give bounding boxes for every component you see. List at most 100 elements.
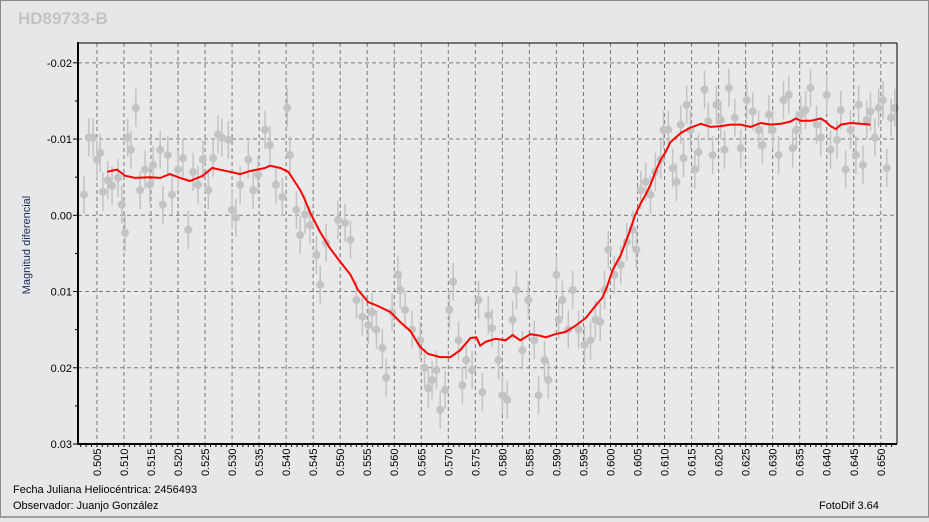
data-point	[854, 100, 863, 109]
x-tick-label: 0.565	[416, 448, 428, 476]
y-tick-label: 0.02	[51, 363, 72, 375]
data-point	[98, 187, 107, 196]
data-point	[862, 115, 871, 124]
data-point	[712, 100, 721, 109]
data-point	[530, 336, 539, 345]
data-point	[478, 388, 487, 397]
data-point	[822, 90, 831, 99]
data-point	[194, 180, 203, 189]
data-point	[574, 325, 583, 334]
data-point	[92, 155, 101, 164]
plot-area	[78, 43, 897, 444]
data-point	[396, 286, 405, 295]
data-point	[292, 205, 301, 214]
data-point	[832, 135, 841, 144]
data-point	[236, 180, 245, 189]
data-point	[103, 176, 112, 185]
data-point	[420, 363, 429, 372]
observer-label: Observador: Juanjo González	[13, 500, 159, 512]
data-point	[468, 366, 477, 375]
data-point	[217, 133, 226, 142]
x-tick-label: 0.650	[876, 448, 888, 476]
x-tick-label: 0.580	[497, 448, 509, 476]
data-point	[341, 218, 350, 227]
data-point	[632, 245, 641, 254]
data-point	[283, 103, 292, 112]
data-point	[596, 318, 605, 327]
data-point	[149, 160, 158, 169]
data-point	[334, 215, 343, 224]
data-point	[874, 103, 883, 112]
data-point	[265, 141, 274, 150]
x-tick-label: 0.520	[173, 448, 185, 476]
x-tick-label: 0.630	[768, 448, 780, 476]
data-point	[79, 190, 88, 199]
data-point	[708, 151, 717, 160]
x-tick-label: 0.635	[795, 448, 807, 476]
data-point	[558, 295, 567, 304]
data-point	[784, 90, 793, 99]
data-point	[748, 107, 757, 116]
data-point	[184, 225, 193, 234]
data-point	[278, 192, 287, 201]
data-point	[198, 155, 207, 164]
x-tick-label: 0.550	[335, 448, 347, 476]
data-point	[189, 167, 198, 176]
data-point	[136, 186, 145, 195]
data-point	[870, 133, 879, 142]
x-tick-label: 0.545	[308, 448, 320, 476]
data-point	[690, 165, 699, 174]
data-point	[441, 385, 450, 394]
data-point	[244, 155, 253, 164]
data-point	[851, 151, 860, 160]
x-tick-label: 0.615	[687, 448, 699, 476]
y-tick-label: 0.00	[51, 210, 72, 222]
chart-title: HD89733-B	[18, 9, 108, 28]
data-point	[174, 165, 183, 174]
data-point	[484, 311, 493, 320]
data-point	[552, 270, 561, 279]
data-point	[664, 125, 673, 134]
data-point	[704, 117, 713, 126]
data-point	[141, 165, 150, 174]
data-point	[508, 315, 517, 324]
x-tick-label: 0.600	[605, 448, 617, 476]
data-point	[779, 96, 788, 105]
data-point	[316, 280, 325, 289]
data-point	[296, 231, 305, 240]
data-point	[228, 205, 237, 214]
data-point	[764, 110, 773, 119]
data-point	[432, 366, 441, 375]
data-point	[694, 148, 703, 157]
data-point	[882, 164, 891, 173]
x-tick-label: 0.505	[92, 448, 104, 476]
data-point	[554, 315, 563, 324]
x-tick-label: 0.525	[200, 448, 212, 476]
moving-average-line	[106, 117, 871, 359]
data-point	[488, 324, 497, 333]
x-tick-label: 0.590	[551, 448, 563, 476]
data-point	[346, 235, 355, 244]
y-tick-label: -0.01	[47, 134, 72, 146]
data-point	[224, 135, 233, 144]
data-point	[700, 85, 709, 94]
data-point	[89, 133, 98, 142]
data-point	[388, 308, 397, 317]
data-point	[474, 295, 483, 304]
data-point	[503, 395, 512, 404]
data-point	[145, 180, 154, 189]
x-tick-label: 0.645	[849, 448, 861, 476]
data-point	[209, 154, 218, 163]
data-point	[846, 125, 855, 134]
data-point	[672, 177, 681, 186]
data-point	[646, 190, 655, 199]
data-point	[368, 308, 377, 317]
data-point	[736, 144, 745, 153]
x-tick-label: 0.595	[578, 448, 590, 476]
data-point	[636, 186, 645, 195]
x-tick-label: 0.555	[362, 448, 374, 476]
julian-date-label: Fecha Juliana Heliocéntrica: 2456493	[13, 484, 198, 496]
data-point	[305, 221, 314, 230]
data-point	[887, 113, 896, 122]
